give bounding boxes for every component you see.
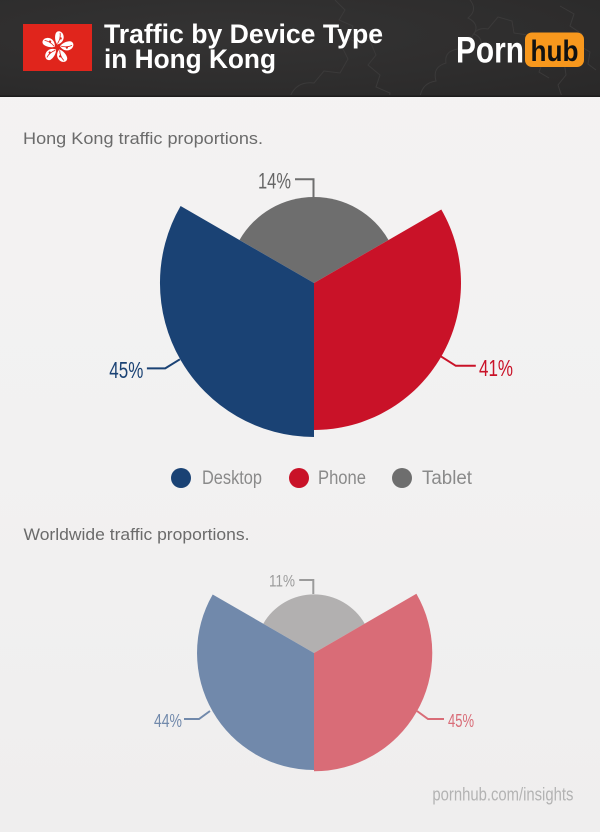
svg-text:Phone: Phone [318, 468, 366, 489]
svg-text:Porn: Porn [456, 30, 524, 71]
svg-text:Traffic by Device Type: Traffic by Device Type [104, 19, 383, 49]
svg-text:45%: 45% [448, 711, 474, 731]
svg-text:Hong Kong traffic proportions.: Hong Kong traffic proportions. [23, 129, 263, 148]
svg-text:Worldwide traffic proportions.: Worldwide traffic proportions. [24, 525, 250, 544]
svg-text:in Hong Kong: in Hong Kong [104, 44, 276, 74]
svg-text:11%: 11% [269, 572, 295, 591]
svg-text:14%: 14% [258, 169, 291, 194]
svg-text:hub: hub [531, 35, 579, 68]
svg-text:Tablet: Tablet [422, 468, 473, 489]
svg-text:45%: 45% [109, 357, 143, 383]
svg-text:Desktop: Desktop [202, 468, 262, 489]
svg-text:44%: 44% [154, 711, 182, 731]
svg-text:41%: 41% [479, 355, 513, 381]
svg-text:pornhub.com/insights: pornhub.com/insights [432, 785, 573, 805]
